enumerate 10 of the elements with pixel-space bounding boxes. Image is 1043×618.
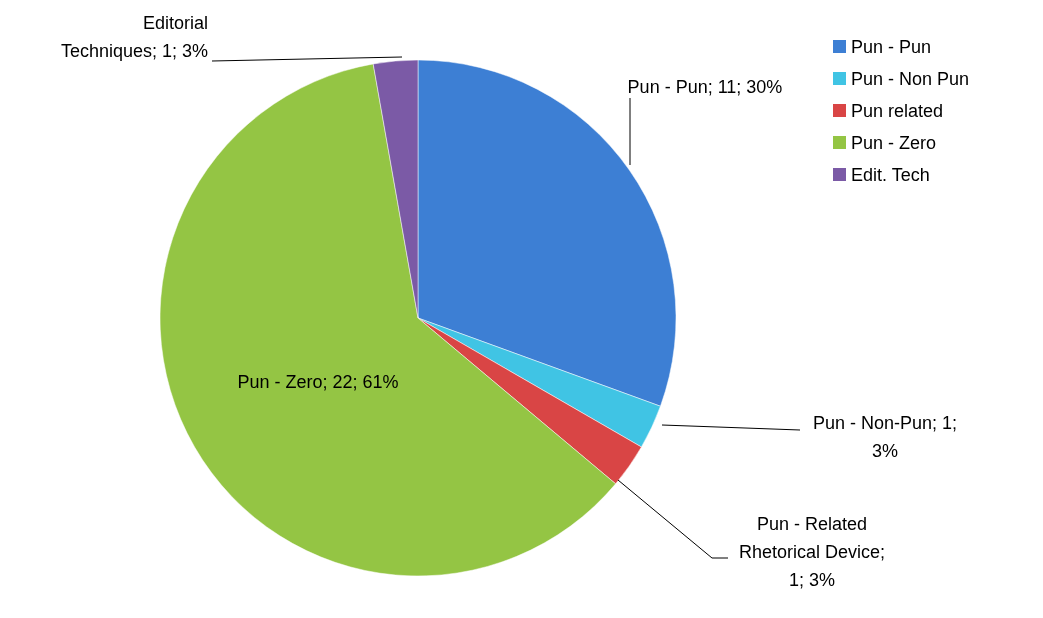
legend-label: Pun - Non Pun: [851, 69, 970, 89]
legend-label: Edit. Tech: [851, 165, 930, 185]
legend-label: Pun - Zero: [851, 133, 937, 153]
data-label: Pun - Pun; 11; 30%: [627, 77, 783, 97]
data-label: Pun - Zero; 22; 61%: [237, 372, 399, 392]
legend-label: Pun related: [851, 101, 944, 121]
data-label: Editorial Techniques; 1; 3%: [60, 13, 208, 61]
data-label: Pun - Related Rhetorical Device; 1; 3%: [738, 514, 886, 590]
data-label: Pun - Non-Pun; 1; 3%: [812, 413, 958, 461]
legend-label: Pun - Pun: [851, 37, 932, 57]
